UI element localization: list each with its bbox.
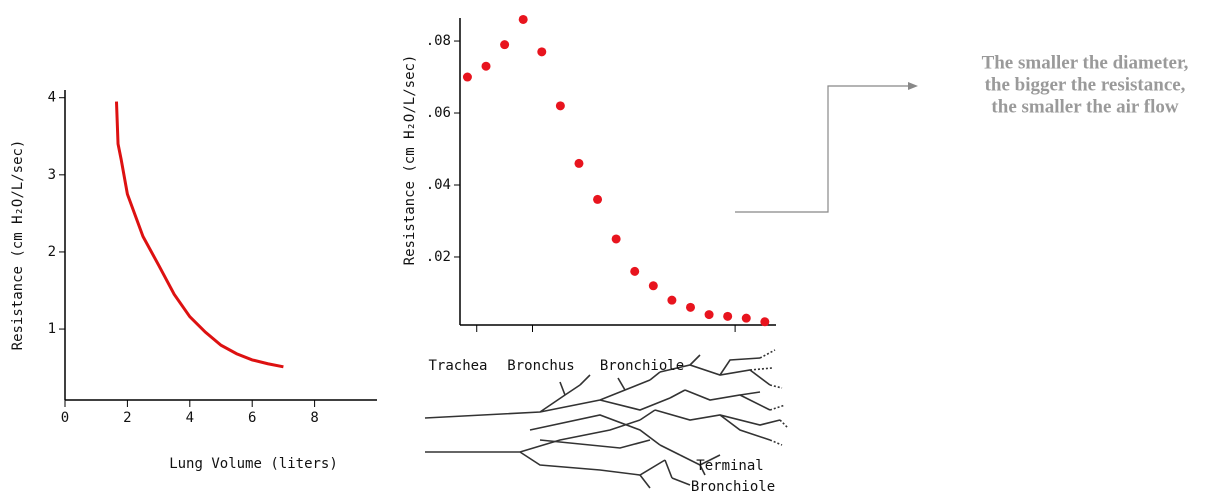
arrow-head [908, 82, 918, 90]
data-point [667, 295, 677, 305]
data-point [574, 158, 584, 168]
data-point [611, 234, 621, 244]
x-tick-label: 6 [248, 410, 256, 426]
region-label: Terminal [696, 458, 763, 474]
note-line: The smaller the diameter, [982, 52, 1189, 73]
data-point [704, 310, 714, 320]
y-tick-label: .08 [426, 33, 451, 49]
data-point [685, 302, 695, 312]
data-point [500, 40, 510, 50]
note-line: the smaller the air flow [991, 96, 1178, 117]
data-point [593, 194, 603, 204]
data-point [760, 317, 770, 327]
data-point [537, 47, 547, 57]
y-tick-label: 3 [48, 167, 56, 183]
y-tick-label: .06 [426, 105, 451, 121]
data-point [630, 266, 640, 276]
data-point [648, 281, 658, 291]
data-point [518, 14, 528, 24]
region-label: Bronchiole [691, 479, 775, 495]
region-label: Trachea [428, 358, 487, 374]
note-line: the bigger the resistance, [985, 74, 1186, 95]
y-tick-label: 4 [48, 90, 56, 106]
y-tick-label: .02 [426, 249, 451, 265]
data-point [723, 311, 733, 321]
y-tick-label: 2 [48, 244, 56, 260]
x-tick-label: 4 [186, 410, 194, 426]
region-label: Bronchiole [600, 358, 684, 374]
data-point [555, 101, 565, 111]
data-line [114, 101, 284, 369]
region-label: Bronchus [507, 358, 574, 374]
x-tick-label: 8 [310, 410, 318, 426]
y-axis-label: Resistance (cm H₂O/L/sec) [402, 55, 418, 266]
x-tick-label: 0 [61, 410, 69, 426]
data-point [741, 313, 751, 323]
y-tick-label: 1 [48, 321, 56, 337]
x-axis-label: Lung Volume (liters) [169, 456, 338, 472]
y-axis-label: Resistance (cm H₂O/L/sec) [10, 140, 26, 351]
y-tick-label: .04 [426, 177, 451, 193]
connector-arrow [735, 85, 910, 213]
x-tick-label: 2 [123, 410, 131, 426]
data-point [481, 61, 491, 71]
airway-drawing [424, 349, 789, 489]
data-point [462, 72, 472, 82]
